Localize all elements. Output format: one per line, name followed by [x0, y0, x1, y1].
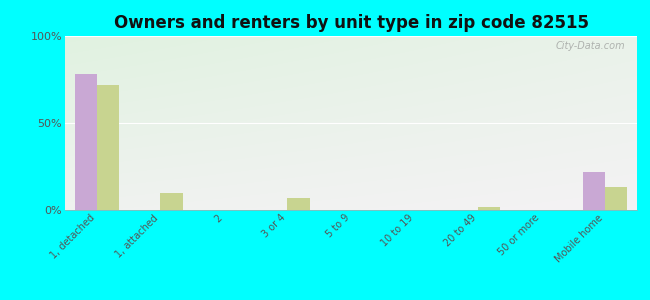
Bar [75, 74, 97, 210]
Bar [161, 193, 183, 210]
Text: City-Data.com: City-Data.com [556, 41, 625, 51]
Bar [583, 172, 605, 210]
Bar [97, 85, 119, 210]
Bar [478, 206, 500, 210]
Title: Owners and renters by unit type in zip code 82515: Owners and renters by unit type in zip c… [114, 14, 588, 32]
Bar [605, 188, 627, 210]
Bar [287, 198, 309, 210]
